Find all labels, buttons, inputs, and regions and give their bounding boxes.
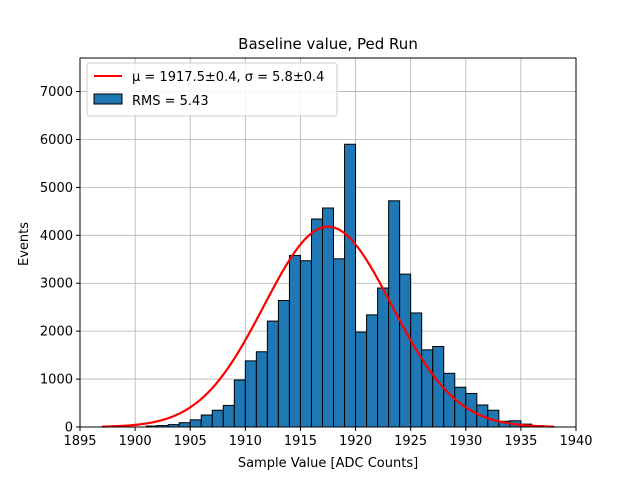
y-axis-label: Events bbox=[17, 222, 32, 266]
chart-title: Baseline value, Ped Run bbox=[238, 35, 418, 53]
histogram-bar bbox=[255, 351, 268, 428]
histogram-bar bbox=[310, 218, 323, 428]
histogram-bar bbox=[410, 312, 423, 428]
histogram-bar bbox=[443, 372, 456, 428]
y-tick-label: 3000 bbox=[40, 277, 73, 292]
histogram-bar bbox=[299, 260, 312, 428]
histogram-bar bbox=[321, 207, 335, 428]
y-tick-label: 7000 bbox=[40, 85, 73, 100]
x-tick-label: 1905 bbox=[174, 434, 207, 449]
y-tick-label: 1000 bbox=[40, 373, 73, 388]
histogram-bar bbox=[266, 320, 279, 428]
histogram-bars bbox=[145, 143, 555, 428]
y-tick-label: 2000 bbox=[40, 325, 73, 340]
legend-hist-label: RMS = 5.43 bbox=[132, 94, 209, 109]
x-tick-label: 1915 bbox=[284, 434, 317, 449]
histogram-bar bbox=[178, 422, 191, 428]
y-tick-label: 6000 bbox=[40, 133, 73, 148]
y-tick-label: 4000 bbox=[40, 229, 73, 244]
plot-frame bbox=[79, 57, 577, 428]
y-tick-label: 0 bbox=[65, 421, 73, 436]
x-tick-label: 1900 bbox=[119, 434, 152, 449]
histogram-bar bbox=[344, 143, 357, 428]
x-axis-label: Sample Value [ADC Counts] bbox=[238, 456, 418, 471]
fit-curve bbox=[102, 225, 554, 428]
x-tick-label: 1935 bbox=[504, 434, 537, 449]
y-tick-label: 5000 bbox=[40, 181, 73, 196]
histogram-bar bbox=[222, 404, 235, 428]
legend: μ = 1917.5±0.4, σ = 5.8±0.4 RMS = 5.43 bbox=[86, 62, 338, 117]
x-tick-label: 1925 bbox=[394, 434, 427, 449]
histogram-bar bbox=[399, 273, 412, 428]
legend-fit-label: μ = 1917.5±0.4, σ = 5.8±0.4 bbox=[132, 70, 324, 85]
histogram-bar bbox=[366, 314, 379, 428]
histogram-bar bbox=[233, 379, 246, 428]
legend-box bbox=[86, 62, 338, 117]
x-tick-label: 1930 bbox=[449, 434, 482, 449]
histogram-bar bbox=[211, 409, 224, 428]
histogram-bar bbox=[277, 299, 290, 428]
x-tick-label: 1910 bbox=[229, 434, 262, 449]
histogram-bar bbox=[377, 287, 390, 428]
x-tick-label: 1895 bbox=[63, 434, 96, 449]
gaussian-fit bbox=[102, 225, 554, 428]
x-tick-label: 1940 bbox=[559, 434, 592, 449]
histogram-bar bbox=[333, 258, 346, 428]
histogram-bar bbox=[355, 331, 368, 428]
x-tick-label: 1920 bbox=[339, 434, 372, 449]
histogram-bar bbox=[200, 414, 213, 428]
histogram-bar bbox=[244, 360, 257, 428]
histogram-bar bbox=[388, 200, 401, 428]
y-axis-ticks: 0 1000 2000 3000 4000 5000 6000 7000 bbox=[40, 85, 80, 436]
x-axis-ticks: 1895 1900 1905 1910 1915 1920 1925 1930 1935 1940 bbox=[63, 427, 593, 449]
histogram-bar bbox=[189, 419, 202, 428]
legend-hist-patch bbox=[93, 93, 123, 105]
histogram-bar bbox=[288, 254, 301, 428]
